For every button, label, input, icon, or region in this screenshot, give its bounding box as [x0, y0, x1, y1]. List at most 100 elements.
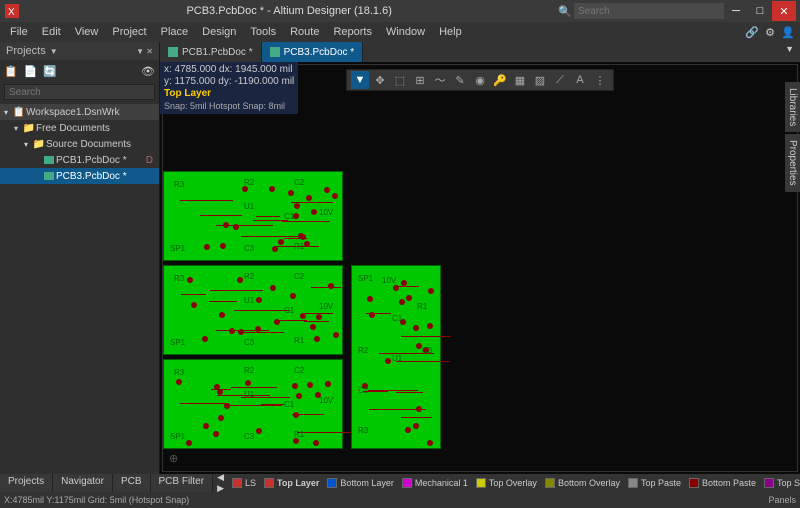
select-icon[interactable]: ⬚ — [391, 71, 409, 89]
component-label: 10V — [319, 302, 333, 311]
tree-doc-1[interactable]: PCB1.PcbDoc * D — [0, 152, 159, 168]
sidebar-close-button[interactable]: ▼ ✕ — [136, 47, 153, 56]
route-icon[interactable]: ～ — [431, 71, 449, 89]
pcb-board-2[interactable]: R3R2C2U1C110VC3R1SP1 — [163, 359, 343, 449]
filter-icon[interactable]: ▼ — [351, 71, 369, 89]
layer-mechanical-1[interactable]: Mechanical 1 — [398, 478, 472, 488]
layer-ls[interactable]: LS — [228, 478, 260, 488]
sidebar-tool-2[interactable]: 📄 — [24, 65, 38, 78]
component-label: C2 — [294, 272, 304, 281]
titlebar-search-input[interactable] — [574, 3, 724, 19]
pcb-canvas[interactable]: ▼ ✥ ⬚ ⊞ ～ ✎ ◉ 🔑 ▦ ▨ ⟋ A ⋮ ⊕ R3R2C2U1C110… — [162, 64, 798, 472]
layer-top-paste[interactable]: Top Paste — [624, 478, 685, 488]
layer-nav-next[interactable]: ▶ — [213, 483, 228, 492]
bottom-tab-projects[interactable]: Projects — [0, 474, 53, 492]
menu-route[interactable]: Route — [284, 24, 325, 40]
pcb-doc-icon — [270, 47, 280, 57]
menu-file[interactable]: File — [4, 24, 34, 40]
maximize-button[interactable]: □ — [748, 1, 772, 21]
component-label: R1 — [294, 242, 304, 251]
bottom-tab-pcb-filter[interactable]: PCB Filter — [151, 474, 214, 492]
menubar: File Edit View Project Place Design Tool… — [0, 22, 800, 42]
close-button[interactable]: ✕ — [772, 1, 796, 21]
pcb-board-3[interactable]: SP1R3C3U1R2C2C110VR1 — [351, 265, 441, 449]
layer-top-solder[interactable]: Top Solder — [760, 478, 800, 488]
coord-y: y: 1175.000 dy: -1190.000 mil — [164, 76, 294, 88]
gear-icon[interactable]: ⚙ — [762, 24, 778, 40]
sidebar-search-input[interactable] — [4, 84, 155, 100]
highlight-icon[interactable]: ✎ — [451, 71, 469, 89]
sidebar-header: Projects ▼ ▼ ✕ — [0, 42, 159, 60]
tree-folder[interactable]: ▾ 📁 Source Documents — [0, 136, 159, 152]
layer-bar: ◀▶LSTop LayerBottom LayerMechanical 1Top… — [213, 474, 800, 492]
menu-reports[interactable]: Reports — [327, 24, 378, 40]
layer-bottom-overlay[interactable]: Bottom Overlay — [541, 478, 624, 488]
pcb-board-1[interactable]: R3R2C2U1C110VC3R1SP1 — [163, 265, 343, 355]
component-label: 10V — [319, 396, 333, 405]
document-tabs: PCB1.PcbDoc * PCB3.PcbDoc * ▼ — [160, 42, 800, 62]
doc-tab-1[interactable]: PCB1.PcbDoc * — [160, 42, 262, 62]
panels-button[interactable]: Panels — [768, 495, 796, 505]
pcb-doc-icon — [42, 156, 56, 164]
app-icon: X — [4, 3, 20, 19]
bottom-tab-navigator[interactable]: Navigator — [53, 474, 113, 492]
minimize-button[interactable]: ─ — [724, 1, 748, 21]
sidebar: Projects ▼ ▼ ✕ 📋 📄 🔄 👁 ▾ 📋 Workspace1.Ds… — [0, 42, 160, 474]
share-icon[interactable]: 🔗 — [744, 24, 760, 40]
menu-project[interactable]: Project — [106, 24, 152, 40]
board-icon[interactable]: ▦ — [511, 71, 529, 89]
sidebar-tool-4[interactable]: 👁 — [141, 65, 155, 78]
via-icon[interactable]: ◉ — [471, 71, 489, 89]
right-tab-libraries[interactable]: Libraries — [785, 82, 800, 132]
menu-tools[interactable]: Tools — [244, 24, 282, 40]
component-label: U1 — [244, 390, 254, 399]
user-icon[interactable]: 👤 — [780, 24, 796, 40]
component-label: C1 — [284, 306, 294, 315]
component-label: R1 — [417, 302, 427, 311]
chevron-down-icon: ▾ — [24, 140, 32, 149]
menu-window[interactable]: Window — [380, 24, 431, 40]
tree-workspace[interactable]: ▾ 📋 Workspace1.DsnWrk — [0, 104, 159, 120]
menu-place[interactable]: Place — [155, 24, 195, 40]
component-label: C3 — [244, 432, 254, 441]
content-area: PCB1.PcbDoc * PCB3.PcbDoc * ▼ x: 4785.00… — [160, 42, 800, 474]
component-label: SP1 — [170, 244, 185, 253]
component-label: 10V — [319, 208, 333, 217]
layer-nav-prev[interactable]: ◀ — [213, 474, 228, 483]
key-icon[interactable]: 🔑 — [491, 71, 509, 89]
component-label: SP1 — [170, 432, 185, 441]
component-label: U1 — [392, 354, 402, 363]
sidebar-search — [0, 82, 159, 102]
sidebar-title: Projects — [6, 45, 46, 57]
align-icon[interactable]: ⊞ — [411, 71, 429, 89]
menu-edit[interactable]: Edit — [36, 24, 67, 40]
layer-bottom-layer[interactable]: Bottom Layer — [323, 478, 398, 488]
layer-icon[interactable]: ▨ — [531, 71, 549, 89]
window-title: PCB3.PcbDoc * - Altium Designer (18.1.6) — [20, 5, 558, 17]
pcb-board-0[interactable]: R3R2C2U1C110VC3R1SP1 — [163, 171, 343, 261]
tabs-dropdown-icon[interactable]: ▼ — [779, 42, 800, 62]
more-icon[interactable]: ⋮ — [591, 71, 609, 89]
text-icon[interactable]: A — [571, 71, 589, 89]
sidebar-dropdown-icon[interactable]: ▼ — [50, 47, 58, 56]
layer-bottom-paste[interactable]: Bottom Paste — [685, 478, 760, 488]
menu-design[interactable]: Design — [196, 24, 242, 40]
move-icon[interactable]: ✥ — [371, 71, 389, 89]
menu-view[interactable]: View — [69, 24, 105, 40]
layer-top-overlay[interactable]: Top Overlay — [472, 478, 541, 488]
chevron-down-icon: ▾ — [4, 108, 12, 117]
tree-project[interactable]: ▾ 📁 Free Documents — [0, 120, 159, 136]
origin-marker-icon: ⊕ — [169, 452, 178, 465]
right-tab-properties[interactable]: Properties — [785, 134, 800, 192]
layer-top-layer[interactable]: Top Layer — [260, 478, 323, 488]
sidebar-tool-1[interactable]: 📋 — [4, 65, 18, 78]
component-label: 10V — [382, 276, 396, 285]
doc-tab-2[interactable]: PCB3.PcbDoc * — [262, 42, 364, 62]
menu-help[interactable]: Help — [433, 24, 468, 40]
dimension-icon[interactable]: ⟋ — [551, 71, 569, 89]
sidebar-tool-3[interactable]: 🔄 — [43, 65, 57, 78]
tree-doc-2[interactable]: PCB3.PcbDoc * — [0, 168, 159, 184]
bottom-tab-pcb[interactable]: PCB — [113, 474, 151, 492]
component-label: C2 — [358, 386, 368, 395]
svg-text:X: X — [8, 7, 15, 18]
